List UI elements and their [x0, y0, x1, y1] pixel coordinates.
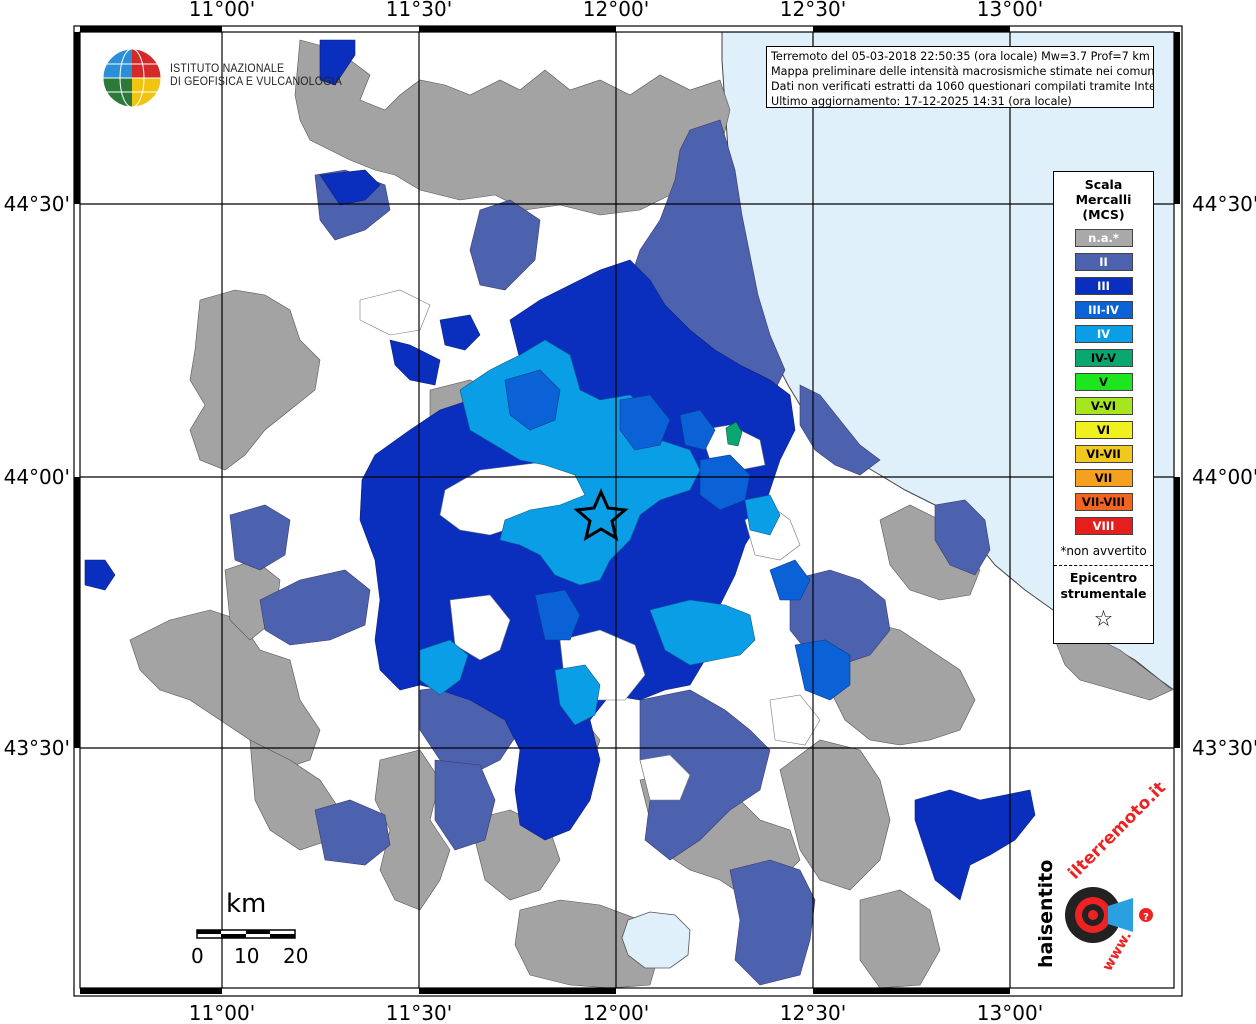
legend-swatch: III: [1074, 277, 1133, 295]
legend-epicenter-line2: strumentale: [1060, 586, 1147, 601]
legend-title: Scala Mercalli (MCS): [1054, 177, 1153, 222]
scale-tick-10: 10: [234, 944, 260, 968]
lon-label-top-3: 12°00': [583, 0, 649, 21]
legend-items: n.a.* II III III-IV IV IV-V V V-VI VI VI-VII VII VI…: [1054, 229, 1153, 535]
scale-tick-20: 20: [283, 944, 309, 968]
lon-label-bottom-5: 13°00': [977, 1001, 1043, 1024]
ingv-logo-text: ISTITUTO NAZIONALE DI GEOFISICA E VULCAN…: [170, 63, 342, 89]
legend-swatch: VII-VIII: [1074, 493, 1133, 511]
lat-label-right-1: 44°30': [1192, 192, 1256, 216]
legend-swatch: V: [1074, 373, 1133, 391]
legend-swatch: IV: [1074, 325, 1133, 343]
event-info-line1: Terremoto del 05-03-2018 22:50:35 (ora l…: [771, 50, 1150, 63]
event-info-line4: Ultimo aggiornamento: 17-12-2025 14:31 (…: [771, 95, 1072, 108]
map-border: [73, 25, 1183, 997]
ingv-logo-line1: ISTITUTO NAZIONALE: [170, 63, 285, 75]
mcs-legend: Scala Mercalli (MCS) n.a.* II III III-IV IV I…: [1053, 171, 1154, 644]
legend-swatch: VI: [1074, 421, 1133, 439]
legend-swatch: VI-VII: [1074, 445, 1133, 463]
intensity-III-IV-areas: [504, 369, 851, 701]
lon-label-top-5: 13°00': [977, 0, 1043, 21]
lon-label-bottom-3: 12°00': [583, 1001, 649, 1024]
lat-label-left-1: 44°30': [4, 192, 70, 216]
event-info-box: Terremoto del 05-03-2018 22:50:35 (ora l…: [766, 46, 1154, 108]
legend-title-line2: Mercalli: [1075, 192, 1132, 207]
legend-swatch: V-VI: [1074, 397, 1133, 415]
legend-separator: [1054, 565, 1153, 566]
legend-epicenter-line1: Epicentro: [1069, 570, 1138, 585]
lat-label-right-3: 43°30': [1192, 736, 1256, 760]
lat-label-right-2: 44°00': [1192, 465, 1256, 489]
legend-swatch: IV-V: [1074, 349, 1133, 367]
event-info-line3: Dati non verificati estratti da 1060 que…: [771, 80, 1154, 93]
graticule: [80, 32, 1174, 988]
lon-label-top-4: 12°30': [780, 0, 846, 21]
legend-star-icon: ☆: [1093, 607, 1114, 632]
lon-label-top-1: 11°00': [189, 0, 255, 21]
legend-note: *non avvertito: [1060, 544, 1147, 558]
scale-bar: [196, 929, 296, 939]
scale-unit: km: [226, 889, 267, 919]
lake: [621, 911, 691, 969]
legend-swatch: n.a.*: [1074, 229, 1133, 247]
lon-label-bottom-4: 12°30': [780, 1001, 846, 1024]
lon-label-top-2: 11°30': [386, 0, 452, 21]
legend-swatch: III-IV: [1074, 301, 1133, 319]
haisentito-text: haisentito: [1035, 860, 1057, 968]
scale-tick-0: 0: [191, 944, 204, 968]
lat-label-left-3: 43°30': [4, 736, 70, 760]
svg-text:?: ?: [1143, 912, 1149, 923]
epicenter-star: [573, 488, 629, 542]
event-info-line2: Mappa preliminare delle intensità macros…: [771, 65, 1154, 78]
legend-title-line3: (MCS): [1082, 207, 1125, 222]
legend-epicenter-title: Epicentro strumentale: [1054, 570, 1153, 602]
lon-label-bottom-1: 11°00': [189, 1001, 255, 1024]
intensity-IV-V-area: [725, 421, 743, 447]
lon-label-bottom-2: 11°30': [386, 1001, 452, 1024]
lat-label-left-2: 44°00': [4, 465, 70, 489]
legend-title-line1: Scala: [1084, 177, 1123, 192]
legend-swatch: VII: [1074, 469, 1133, 487]
legend-swatch: VIII: [1074, 517, 1133, 535]
ingv-logo-icon: [102, 48, 162, 108]
ingv-logo-line2: DI GEOFISICA E VULCANOLOGIA: [170, 76, 342, 88]
legend-swatch: II: [1074, 253, 1133, 271]
